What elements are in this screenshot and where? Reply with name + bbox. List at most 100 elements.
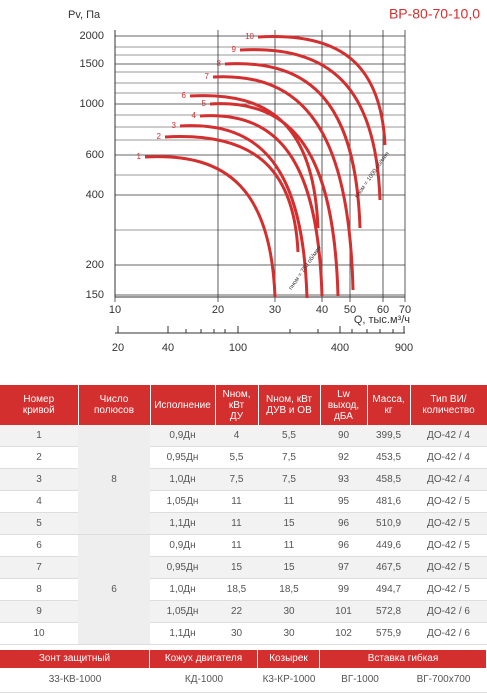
- x-axis-label: Q, тыс.м³/ч: [354, 314, 410, 326]
- table-cell: 18,5: [258, 578, 320, 601]
- accessory-value: ВГ-700х700: [400, 668, 487, 693]
- table-cell: 96: [320, 512, 367, 535]
- y-tick-label: 600: [86, 149, 104, 161]
- curve-label: 6: [182, 91, 187, 100]
- curve-label: 1: [137, 152, 142, 161]
- x-tick-label: 40: [316, 304, 328, 316]
- x-tick-label: 60: [377, 304, 389, 316]
- curve-label: 8: [217, 59, 222, 68]
- table-cell: 5: [0, 512, 78, 535]
- table-cell: 5,5: [215, 446, 258, 469]
- table-cell: 458,5: [367, 468, 410, 491]
- table-cell: 1,05Дн: [150, 490, 215, 513]
- table-cell: ДО-42 / 5: [410, 578, 487, 601]
- table-row: 1 8 0,9Дн 4 5,5 90 399,5 ДО-42 / 4: [0, 425, 487, 535]
- accessory-value: КД-1000: [150, 668, 258, 693]
- curve: [144, 155, 277, 298]
- x2-tick-label: 40: [162, 342, 174, 354]
- table-cell: 102: [320, 622, 367, 645]
- table-cell: 11: [215, 512, 258, 535]
- y-tick-label: 200: [86, 259, 104, 271]
- table-cell: 30: [258, 600, 320, 623]
- table-cell: 4: [0, 490, 78, 513]
- table-cell: 15: [258, 556, 320, 579]
- table-row: 6 6 0,9Дн 11 11 96 449,6 ДО-42 / 5: [0, 534, 487, 645]
- curve-label: 9: [232, 45, 237, 54]
- y-tick-label: 1000: [80, 98, 104, 110]
- chart: Pv, Па ВР-80-70-10,0 Q, тыс.м³/ч 2000150…: [68, 6, 480, 354]
- table-cell: ДО-42 / 5: [410, 534, 487, 557]
- header-cell: Тип ВИ/ количество: [410, 385, 487, 425]
- accessory-value: К3-КР-1000: [258, 668, 320, 693]
- header-cell: Lw выход, дБА: [320, 385, 368, 425]
- table-cell: ДО-42 / 5: [410, 556, 487, 579]
- table-cell: 1,0Дн: [150, 578, 215, 601]
- table-cell: 1,1Дн: [150, 622, 215, 645]
- table-cell: 93: [320, 468, 367, 491]
- speed-label: nном = 1000 об/мин: [354, 151, 391, 200]
- x-tick-label: 20: [212, 304, 224, 316]
- header-cell: Исполнение: [150, 385, 216, 425]
- x2-tick-label: 100: [229, 342, 247, 354]
- curve: [209, 102, 340, 297]
- table-cell: 30: [258, 622, 320, 645]
- x-tick-label: 70: [399, 304, 411, 316]
- table-row: 9 1,05Дн 22 30 101 572,8 ДО-42 / 6: [0, 600, 487, 623]
- table-cell: 18,5: [215, 578, 258, 601]
- table-row: 5 1,1Дн 11 15 96 510,9 ДО-42 / 5: [0, 512, 487, 535]
- table-cell: ДО-42 / 4: [410, 425, 487, 447]
- curve-label: 3: [172, 121, 177, 130]
- accessory-header: Вставка гибкая: [320, 650, 487, 668]
- table-cell: 11: [258, 534, 320, 557]
- table-cell: 1,05Дн: [150, 600, 215, 623]
- table-cell: 96: [320, 534, 367, 557]
- data-table: Номер кривой Число полюсов Исполнение Nном,…: [0, 385, 487, 645]
- table-cell: 6: [0, 534, 78, 557]
- curve-label: 7: [205, 72, 210, 81]
- table-cell: 30: [215, 622, 258, 645]
- table-cell: 399,5: [367, 425, 410, 447]
- table-cell: 449,6: [367, 534, 410, 557]
- table-row: 7 0,95Дн 15 15 97 467,5 ДО-42 / 5: [0, 556, 487, 579]
- table-cell: 11: [215, 490, 258, 513]
- header-cell: Номер кривой: [0, 385, 79, 425]
- table-row: 8 1,0Дн 18,5 18,5 99 494,7 ДО-42 / 5: [0, 578, 487, 601]
- table-cell: 7,5: [258, 446, 320, 469]
- curve: [224, 62, 362, 229]
- table-cell: 15: [215, 556, 258, 579]
- table-cell: 0,95Дн: [150, 446, 215, 469]
- table-cell: 7,5: [258, 468, 320, 491]
- table-cell: 494,7: [367, 578, 410, 601]
- table-cell: 1,1Дн: [150, 512, 215, 535]
- poles-cell: 6: [78, 534, 150, 645]
- x-tick-label: 30: [269, 304, 281, 316]
- table-cell: 481,6: [367, 490, 410, 513]
- table-cell: 0,9Дн: [150, 425, 215, 447]
- y-tick-label: 1500: [80, 58, 104, 70]
- accessory-header: Зонт защитный: [0, 650, 150, 668]
- table-cell: ДО-42 / 6: [410, 600, 487, 623]
- x2-tick-label: 900: [395, 342, 413, 354]
- curve: [239, 48, 382, 201]
- table-cell: 7,5: [215, 468, 258, 491]
- table-cell: 22: [215, 600, 258, 623]
- table-cell: 575,9: [367, 622, 410, 645]
- curve: [199, 114, 324, 297]
- table-cell: 510,9: [367, 512, 410, 535]
- header-cell: Число полюсов: [78, 385, 151, 425]
- table-cell: 101: [320, 600, 367, 623]
- table-cell: 467,5: [367, 556, 410, 579]
- table-cell: 5,5: [258, 425, 320, 447]
- table-row: 4 1,05Дн 11 11 95 481,6 ДО-42 / 5: [0, 490, 487, 513]
- header-row: Номер кривой Число полюсов Исполнение Nном,…: [0, 385, 487, 425]
- accessory-header: Кожух двигателя: [150, 650, 258, 668]
- curve: [212, 75, 355, 291]
- table-cell: 99: [320, 578, 367, 601]
- table-cell: 11: [258, 490, 320, 513]
- curve: [257, 34, 387, 146]
- curve: [179, 124, 309, 299]
- curve-label: 2: [157, 132, 162, 141]
- table-cell: 95: [320, 490, 367, 513]
- table-cell: ДО-42 / 4: [410, 468, 487, 491]
